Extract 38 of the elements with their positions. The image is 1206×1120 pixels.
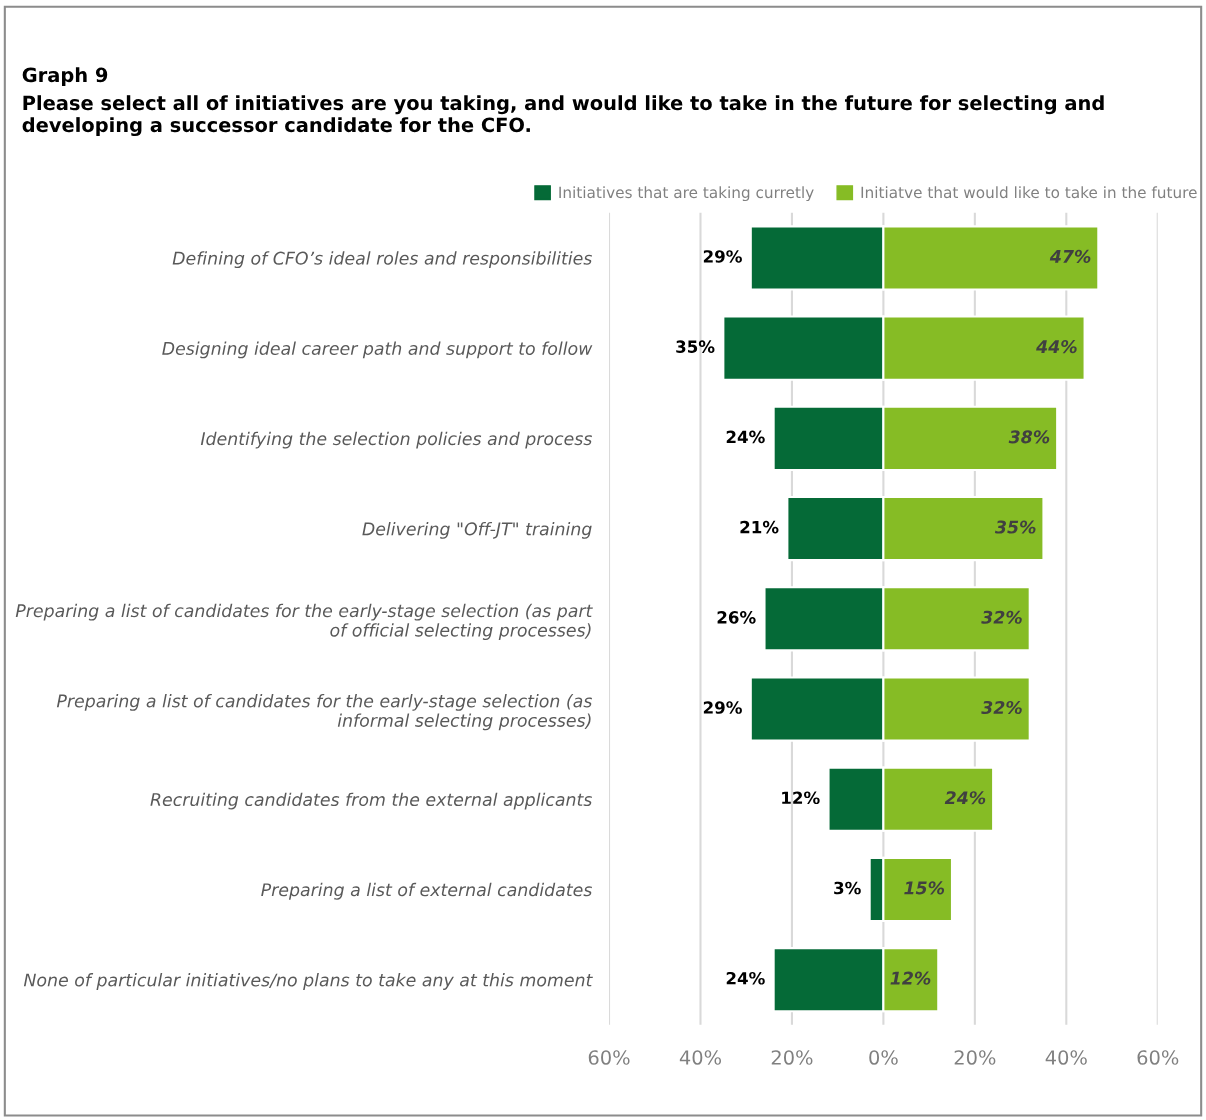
x-tick-label: 20% — [954, 1050, 996, 1065]
data-label: 24% — [944, 791, 986, 805]
data-label: 24% — [726, 971, 765, 985]
data-label: 15% — [904, 881, 945, 895]
y-tick-label: Identifying the selection policies and process — [200, 431, 592, 449]
data-label: 29% — [703, 701, 742, 714]
data-label: 44% — [1036, 340, 1077, 354]
y-tick-label: Preparing a list of external candidates — [261, 882, 592, 900]
y-tick-label: Preparing a list of candidates for the early-stage selection (as informal selecting processes) — [56, 694, 592, 731]
data-label: 32% — [981, 610, 1022, 624]
x-tick-label: 40% — [679, 1050, 722, 1065]
y-tick-label: Designing ideal career path and support to follow — [162, 341, 593, 359]
data-label: 35% — [676, 340, 715, 353]
data-label: 47% — [1049, 249, 1091, 263]
data-label: 26% — [717, 611, 756, 624]
data-label: 24% — [726, 430, 765, 444]
text: Graph 9 — [22, 67, 108, 87]
y-tick-label: Delivering "Off-JT" training — [362, 521, 592, 539]
data-label: 38% — [1008, 430, 1050, 444]
y-tick-label: Preparing a list of candidates for the early-stage selection (as part of official selecting processes) — [15, 603, 593, 641]
data-label: 12% — [782, 791, 820, 805]
x-tick-label: 20% — [771, 1050, 813, 1065]
x-tick-label: 60% — [1137, 1050, 1179, 1065]
y-tick-label: Recruiting candidates from the external applicants — [150, 792, 592, 810]
x-tick-label: 40% — [1045, 1050, 1087, 1065]
x-tick-label: 0% — [869, 1050, 898, 1065]
data-label: 32% — [981, 700, 1022, 715]
data-label: 29% — [703, 250, 742, 263]
data-label: 21% — [740, 520, 779, 534]
y-tick-label: None of particular initiatives/no plans to take any at this moment — [23, 973, 593, 990]
x-tick-label: 60% — [588, 1050, 630, 1065]
data-label: 3% — [834, 881, 861, 895]
chart-subtitle: Please select all of initiatives are you taking, and would like to take in the future for selecting and developing a successor candidate for the CFO. — [22, 95, 1104, 137]
legend-label: Initiatives that are taking curretly — [559, 186, 814, 202]
data-label: 35% — [994, 520, 1036, 534]
y-tick-label: Defining of CFO’s ideal roles and responsibilities — [172, 251, 592, 269]
data-label: 12% — [890, 971, 931, 985]
legend-label: Initiatve that would like to take in the future — [861, 186, 1197, 199]
